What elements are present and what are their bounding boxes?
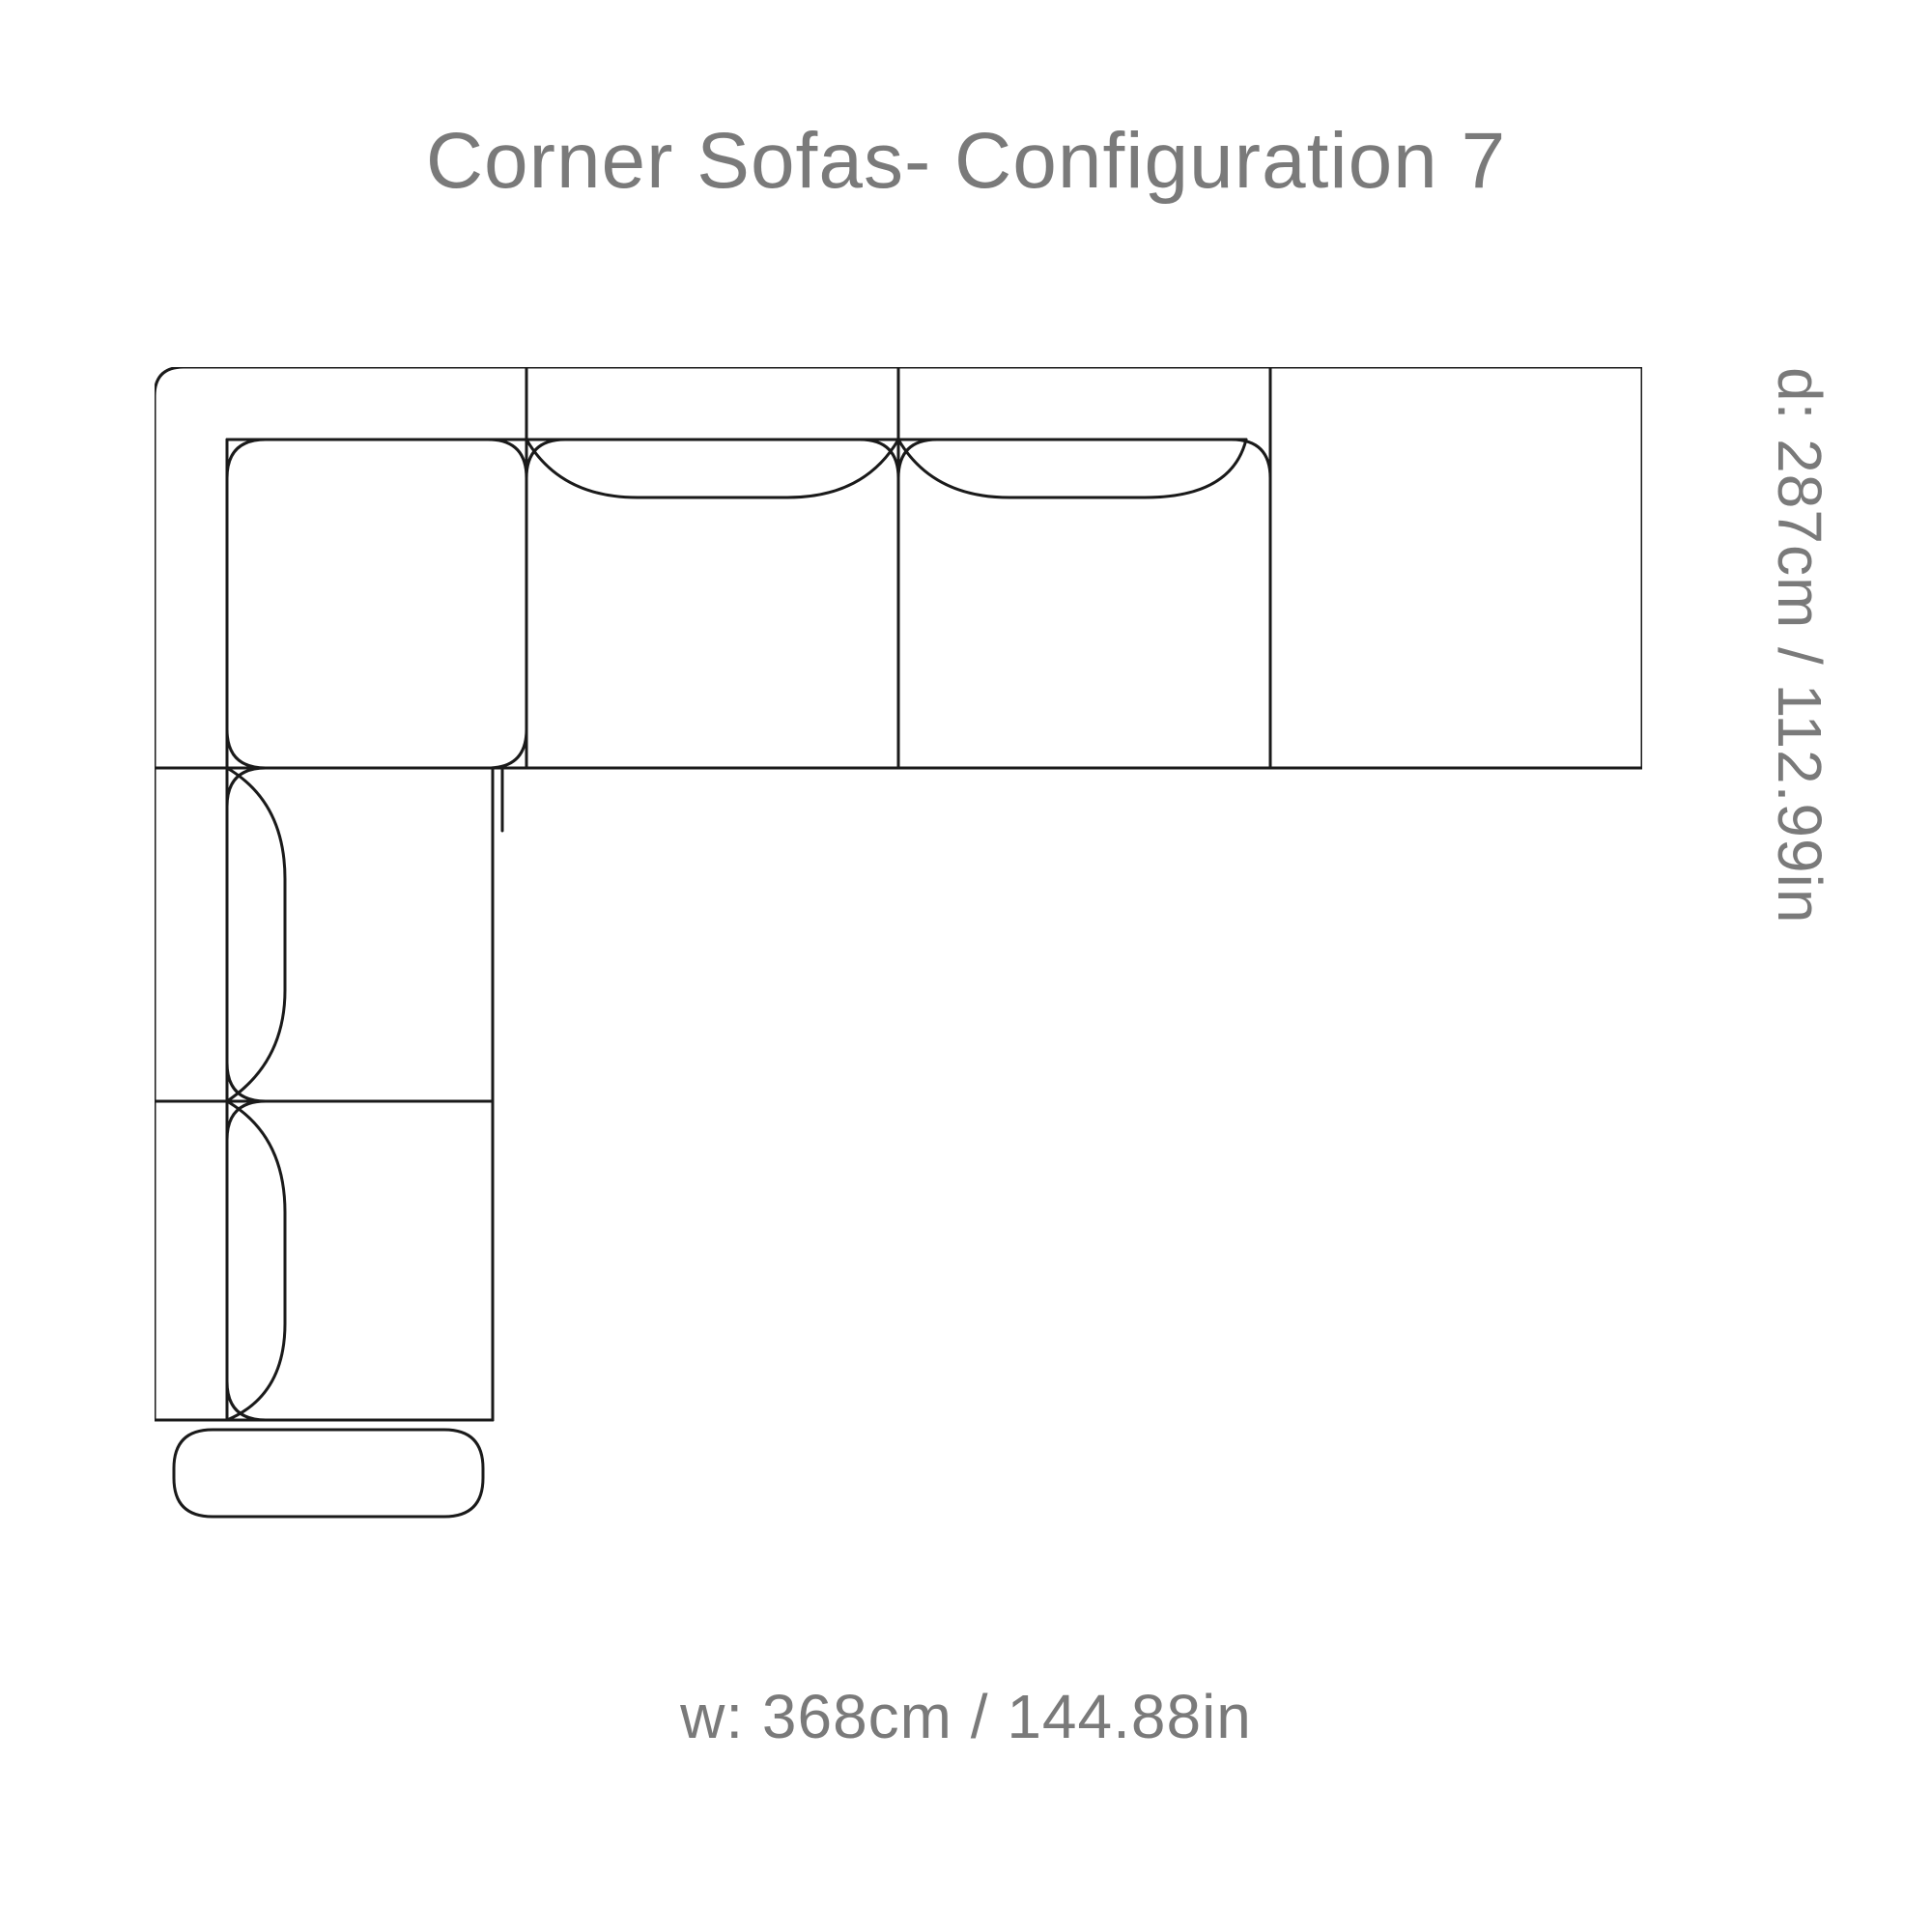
sofa-diagram (155, 367, 1642, 1565)
page-title: Corner Sofas- Configuration 7 (426, 116, 1506, 207)
sofa-svg (155, 367, 1642, 1565)
width-dimension-label: w: 368cm / 144.88in (680, 1681, 1252, 1752)
depth-dimension-label: d: 287cm / 112.99in (1764, 367, 1835, 923)
